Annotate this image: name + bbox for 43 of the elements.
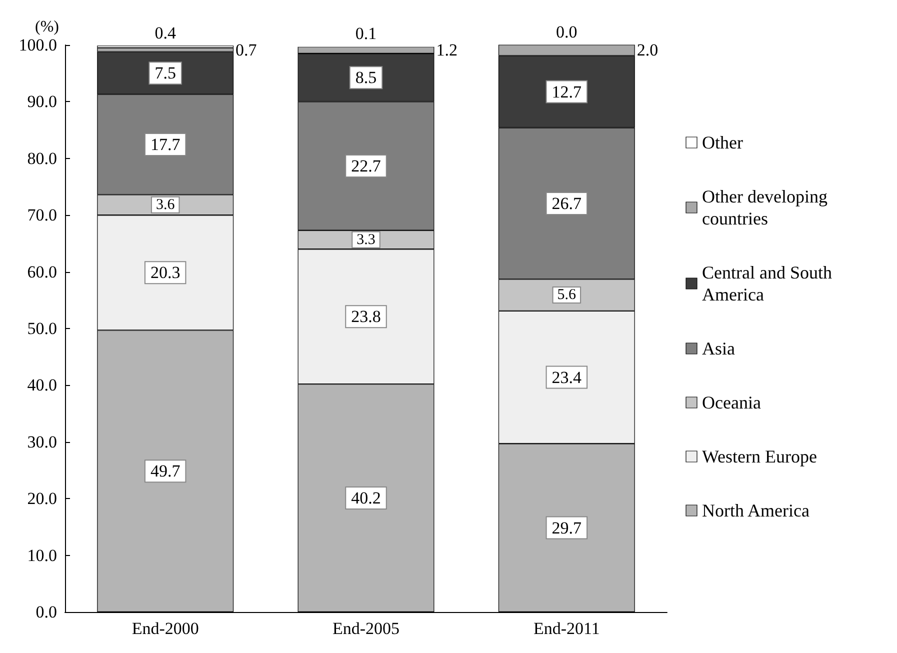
data-label: 3.3 [356,232,376,248]
y-tick-label: 30.0 [27,432,57,452]
y-tick-label: 90.0 [27,92,57,112]
legend-label: Western Europe [702,446,818,466]
legend-label: North America [702,500,810,520]
y-tick-label: 100.0 [18,36,57,54]
data-label: 17.7 [150,135,181,154]
data-label: 0.0 [556,22,578,42]
data-label: 49.7 [150,462,181,481]
legend-label: Oceania [702,392,761,412]
legend-label: Central and South America [702,262,836,304]
y-tick-label: 10.0 [27,546,57,565]
y-tick-label: 40.0 [27,376,57,395]
y-axis-title: (%) [35,18,59,36]
data-label: 3.6 [156,196,176,213]
y-tick-label: 0.0 [36,602,57,622]
data-label: 0.7 [236,40,258,60]
data-label: 8.5 [355,68,377,88]
y-tick-label: 50.0 [27,319,57,338]
data-label: 12.7 [552,82,582,102]
data-label: 20.3 [150,263,180,282]
y-tick-label: 80.0 [27,148,57,168]
legend-label: Other developing countries [702,186,832,228]
data-label: 7.5 [154,64,176,83]
y-tick-label: 60.0 [27,262,57,282]
legend-label: Other [702,132,743,152]
data-label: 1.2 [436,40,458,60]
data-label: 22.7 [351,156,382,176]
x-tick-label: End-2011 [533,619,600,638]
data-label: 26.7 [552,194,582,213]
data-label: 0.1 [355,24,377,44]
x-tick-label: End-2005 [332,619,400,638]
legend-label: Asia [702,338,736,358]
data-label: 23.8 [351,307,381,326]
y-tick-label: 70.0 [27,206,57,225]
data-label: 5.6 [557,287,577,304]
data-label: 0.4 [154,24,176,43]
data-label: 29.7 [552,518,582,538]
data-label: 2.0 [636,40,658,60]
data-label: 23.4 [552,368,582,387]
x-tick-label: End-2000 [132,619,199,638]
y-tick-label: 20.0 [27,489,57,508]
data-label: 40.2 [351,488,381,508]
